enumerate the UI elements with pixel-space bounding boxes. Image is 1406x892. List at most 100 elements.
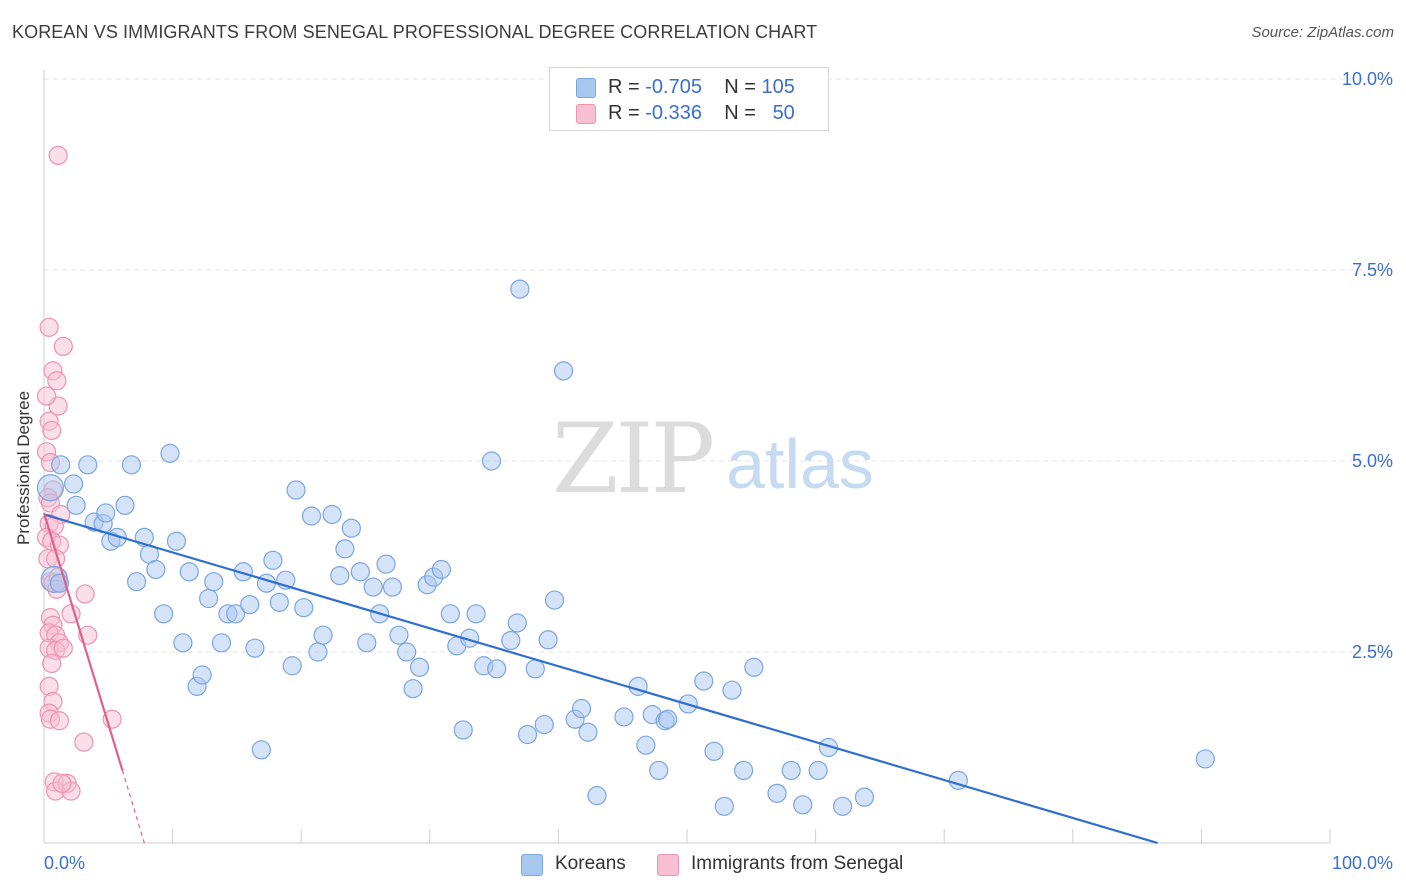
korean-point [153,604,174,624]
korean-point [256,573,277,593]
korean-point [199,588,219,609]
korean-point [350,562,370,582]
korean-point [36,474,65,502]
y-tick-label: 7.5% [1352,260,1393,280]
korean-point [192,665,212,685]
koreans-label: Koreans [555,853,626,874]
korean-point [510,279,530,299]
korean-point [525,659,545,679]
y-tick-label: 2.5% [1352,642,1393,662]
trend-lines [42,512,1158,845]
watermark-atlas: atlas [726,425,874,503]
watermark-zip: ZIP [552,403,713,515]
koreans-swatch [576,78,596,98]
korean-point [658,709,678,729]
legend-r-label: R = [608,76,640,98]
korean-point [245,638,265,658]
korean-point [781,760,801,781]
korean-point [179,562,199,582]
korean-point [282,656,302,676]
korean-point [403,679,423,699]
tick-labels: 2.5% 5.0% 7.5% 10.0% 0.0% 100.0% [44,69,1393,873]
korean-point [440,604,460,624]
korean-point [51,455,71,475]
senegal-points [36,145,122,801]
korean-point [517,724,538,745]
korean-point [744,657,764,677]
korean-point [251,740,271,760]
korean-point [501,630,521,651]
korean-point [263,550,283,570]
legend-n-value: 50 [772,102,795,124]
korean-point [357,633,377,653]
senegal-swatch [657,854,679,876]
korean-point [704,741,724,761]
korean-point [722,680,742,700]
senegal-point [52,773,72,794]
korean-point [571,698,592,719]
korean-point [308,642,328,662]
legend-n-label: N = [724,102,756,124]
korean-point [714,796,734,816]
korean-points [36,279,1215,816]
korean-point [507,613,527,633]
senegal-point [47,371,67,391]
watermark: ZIP atlas [552,403,874,515]
korean-point [121,455,142,475]
korean-point [1195,749,1215,769]
korean-point [269,592,289,612]
senegal-point [39,317,59,337]
korean-point [78,455,98,475]
y-tick-label: 10.0% [1342,69,1393,89]
korean-point [107,527,127,548]
korean-point [389,625,409,645]
senegal-point [36,386,57,406]
senegal-point [49,711,70,731]
senegal-point [53,638,73,658]
korean-point [854,787,875,807]
korean-point [578,722,598,742]
senegal-point [42,420,62,441]
senegal-swatch [576,104,596,124]
source-credit: Source: ZipAtlas.com [1251,24,1394,41]
korean-point [166,531,187,551]
korean-point [649,760,669,781]
korean-point [330,565,350,586]
korean-point [211,633,232,653]
korean-point [301,506,322,526]
korean-point [538,630,558,650]
korean-point [240,595,260,615]
korean-point [636,735,656,755]
korean-trend-line [43,513,1158,845]
y-axis-label: Professional Degree [14,390,33,545]
korean-point [833,796,853,816]
korean-point [481,451,502,471]
korean-point [376,554,396,574]
korean-point [553,361,574,381]
chart-title: KOREAN VS IMMIGRANTS FROM SENEGAL PROFES… [12,22,818,42]
senegal-point [75,584,95,604]
korean-point [587,786,607,806]
korean-point [115,495,135,515]
senegal-trend-line [42,512,124,771]
korean-point [363,577,383,597]
legend-r-value: -0.705 [645,76,702,98]
senegal-point [48,145,68,165]
korean-point [694,671,714,691]
korean-point [767,783,787,803]
korean-point [534,714,554,735]
korean-point [233,562,253,582]
y-tick-label: 5.0% [1352,451,1393,471]
korean-point [66,495,86,515]
koreans-swatch [521,854,543,876]
korean-point [487,659,507,679]
korean-point [286,480,306,500]
senegal-trend-extension [121,770,145,844]
korean-point [146,559,166,580]
korean-point [544,590,565,610]
legend-n-value: 105 [761,76,795,98]
korean-point [453,720,473,740]
korean-point [409,657,430,677]
korean-point [226,604,246,624]
